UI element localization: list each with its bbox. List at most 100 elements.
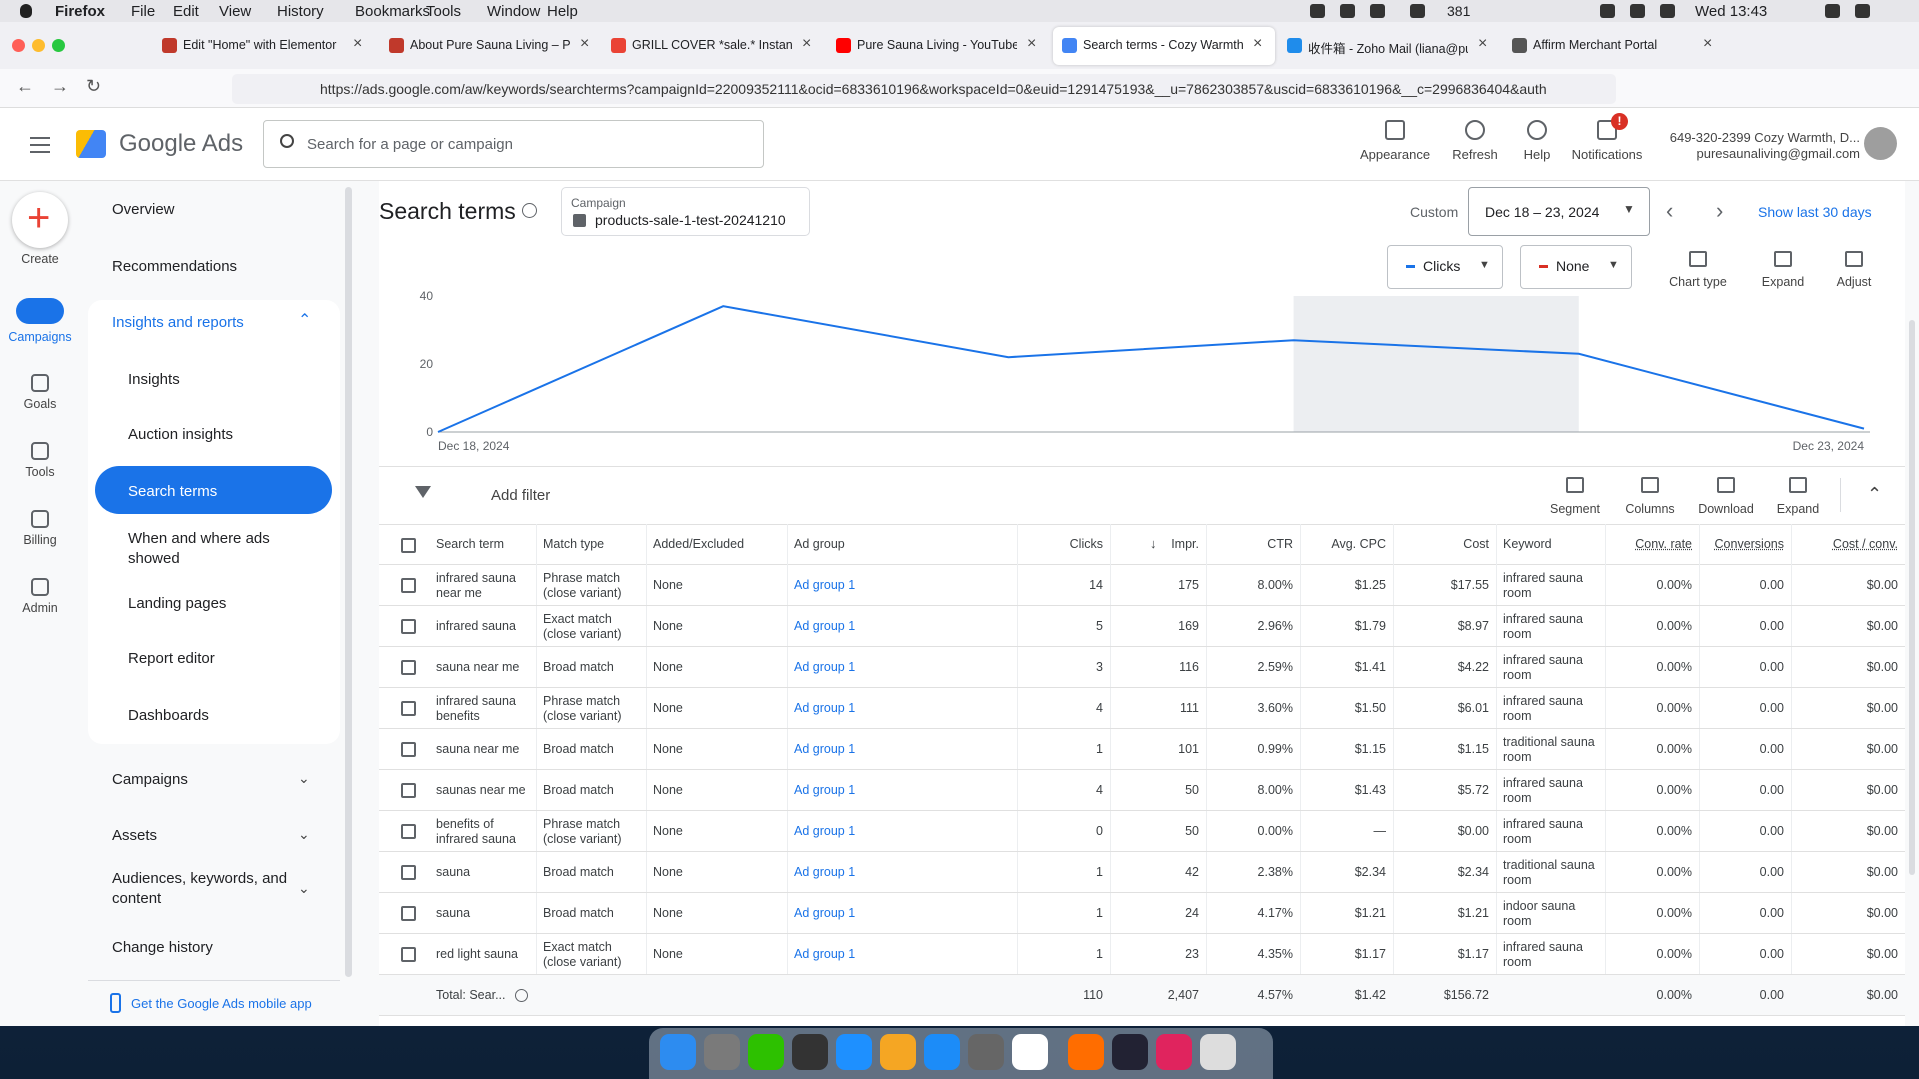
column-header[interactable]: Clicks (1069, 537, 1103, 551)
chart-tool-label[interactable]: Adjust (1836, 275, 1872, 289)
menu-item[interactable]: Bookmarks (355, 3, 431, 20)
window-button[interactable] (52, 39, 65, 52)
header-action[interactable]: Refresh (1452, 147, 1498, 162)
campaign-chip[interactable] (561, 187, 810, 236)
dock-icon[interactable] (660, 1034, 696, 1070)
tab-close[interactable]: × (802, 35, 812, 52)
next[interactable]: › (1716, 198, 1724, 223)
table-cell[interactable]: Ad group 1 (794, 619, 856, 633)
menu-icon[interactable] (30, 151, 50, 153)
column-header[interactable]: CTR (1267, 537, 1293, 551)
nav-item[interactable]: Audiences, keywords, and content (112, 870, 288, 907)
menu-item[interactable]: Window (487, 3, 541, 20)
chart-tool-icon[interactable] (1774, 251, 1792, 267)
table-tool-label[interactable]: Download (1698, 502, 1754, 516)
dock-icon[interactable] (880, 1034, 916, 1070)
rail-label[interactable]: Admin (22, 601, 58, 615)
chart-tool-label[interactable]: Chart type (1669, 275, 1727, 289)
tab-close[interactable]: × (1253, 35, 1263, 52)
dock-icon[interactable] (924, 1034, 960, 1070)
column-header[interactable]: Search term (436, 537, 505, 551)
column-header[interactable]: Impr. (1171, 537, 1199, 551)
column-header[interactable]: Keyword (1503, 537, 1552, 551)
table-tool-icon[interactable] (1641, 477, 1659, 493)
table-cell[interactable]: Ad group 1 (794, 947, 856, 961)
tab-close[interactable]: × (353, 35, 363, 52)
nav-subitem[interactable]: Landing pages (128, 595, 227, 612)
url-field[interactable] (232, 74, 1616, 104)
menu-icon[interactable] (30, 144, 50, 146)
checkbox[interactable] (401, 660, 416, 675)
nav-item[interactable]: Recommendations (112, 258, 238, 275)
checkbox[interactable] (401, 578, 416, 593)
menu-item[interactable]: Help (547, 3, 578, 20)
dock-icon[interactable] (968, 1034, 1004, 1070)
table-tool-label[interactable]: Segment (1549, 502, 1601, 516)
column-header[interactable]: Cost (1463, 537, 1489, 551)
checkbox[interactable] (401, 619, 416, 634)
date-dropdown[interactable] (1468, 187, 1650, 236)
header-action[interactable]: Appearance (1359, 147, 1431, 162)
avatar[interactable] (1864, 127, 1897, 160)
nav-subitem[interactable]: Insights (128, 371, 180, 388)
rail-label[interactable]: Tools (25, 465, 55, 479)
dock-icon[interactable] (704, 1034, 740, 1070)
nav-subitem[interactable]: Search terms (128, 483, 218, 500)
table-cell[interactable]: Ad group 1 (794, 701, 856, 715)
rail-label[interactable]: Billing (23, 533, 57, 547)
checkbox[interactable] (401, 538, 416, 553)
nav-subitem[interactable]: Report editor (128, 650, 215, 667)
checkbox[interactable] (401, 701, 416, 716)
table-cell[interactable]: Ad group 1 (794, 742, 856, 756)
nav-button[interactable]: ↻ (86, 76, 102, 96)
rail-icon[interactable] (31, 374, 49, 392)
table-cell[interactable]: Ad group 1 (794, 906, 856, 920)
date-range[interactable]: Dec 18 – 23, 2024 (1485, 204, 1600, 220)
header-icon[interactable] (1527, 120, 1547, 140)
checkbox[interactable] (401, 824, 416, 839)
table-cell[interactable]: Ad group 1 (794, 783, 856, 797)
nav-item[interactable]: Overview (112, 201, 175, 218)
table-tool-icon[interactable] (1717, 477, 1735, 493)
header-action[interactable]: Notifications (1571, 147, 1643, 162)
menu-item[interactable]: File (131, 3, 156, 20)
dock-icon[interactable] (1112, 1034, 1148, 1070)
dock-icon[interactable] (792, 1034, 828, 1070)
nav-button[interactable]: ← (16, 76, 34, 96)
create-button[interactable] (12, 192, 68, 248)
dock-icon[interactable] (748, 1034, 784, 1070)
dock-icon[interactable] (1156, 1034, 1192, 1070)
dock-icon[interactable] (836, 1034, 872, 1070)
rail-icon[interactable] (31, 510, 49, 528)
table-tool-label[interactable]: Expand (1776, 502, 1820, 516)
table-cell[interactable]: Ad group 1 (794, 578, 856, 592)
nav-subitem[interactable]: When and where ads showed (128, 530, 270, 567)
table-cell[interactable]: Ad group 1 (794, 660, 856, 674)
dock-icon[interactable] (1068, 1034, 1104, 1070)
table-cell[interactable]: Ad group 1 (794, 865, 856, 879)
dock-icon[interactable] (1200, 1034, 1236, 1070)
table-tool-icon[interactable] (1566, 477, 1584, 493)
show-last[interactable]: Show last 30 days (1758, 204, 1872, 220)
menu-icon[interactable] (30, 137, 50, 139)
metric-dropdown[interactable] (1520, 245, 1632, 289)
menu-item[interactable]: Edit (173, 3, 199, 20)
nav-item[interactable]: Change history (112, 939, 213, 956)
nav-subitem[interactable]: Auction insights (128, 426, 234, 443)
table-tool-label[interactable]: Columns (1625, 502, 1675, 516)
dock-icon[interactable] (1012, 1034, 1048, 1070)
chart-tool-icon[interactable] (1845, 251, 1863, 267)
table-cell[interactable]: Ad group 1 (794, 824, 856, 838)
tab-close[interactable]: × (1027, 35, 1037, 52)
window-button[interactable] (32, 39, 45, 52)
chart-tool-icon[interactable] (1689, 251, 1707, 267)
menu-item[interactable]: View (219, 3, 252, 20)
prev[interactable]: ‹ (1666, 198, 1674, 223)
menu-item[interactable]: History (277, 3, 324, 20)
campaigns-pill[interactable] (16, 298, 64, 324)
header-icon[interactable] (1385, 120, 1405, 140)
tab[interactable] (1053, 27, 1275, 65)
tab-close[interactable]: × (1703, 35, 1713, 52)
column-header[interactable]: Conv. rate (1635, 537, 1692, 551)
column-header[interactable]: Conversions (1714, 537, 1784, 551)
